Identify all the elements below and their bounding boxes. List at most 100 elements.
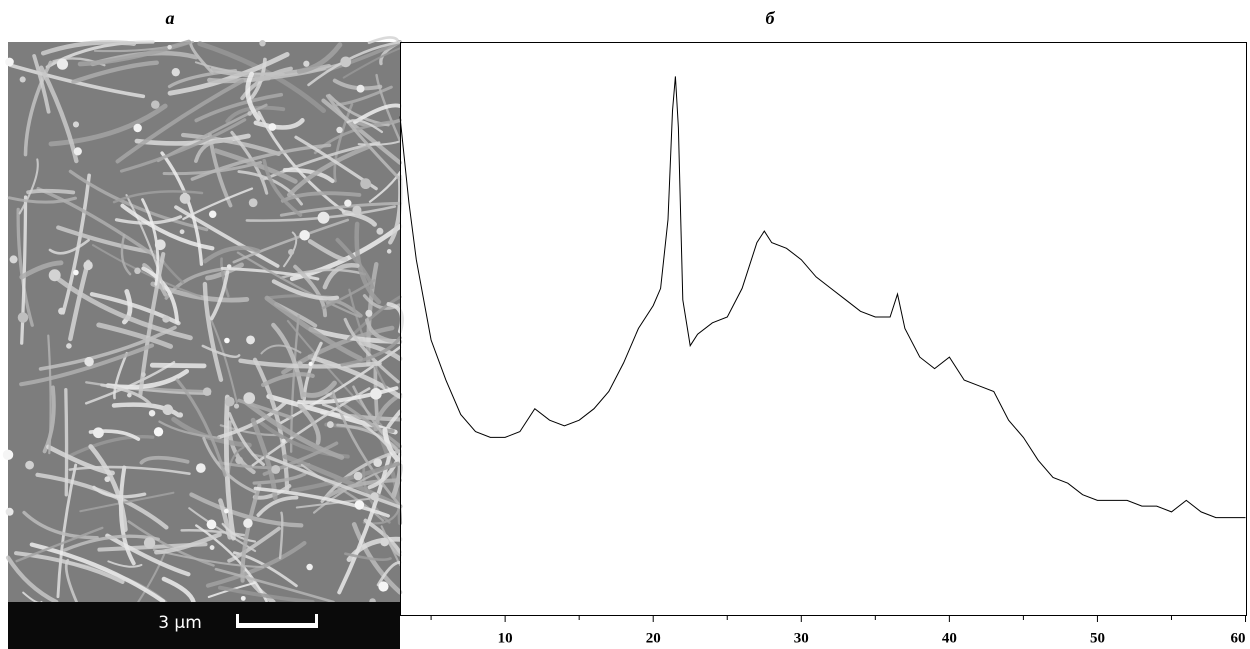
fiber [40,40,137,56]
fiber [218,498,233,540]
nodule [386,249,392,254]
fiber [175,378,227,477]
nodule [243,518,253,528]
fiber [252,357,290,492]
fiber [121,289,133,325]
fiber [321,98,403,165]
nodule [247,111,253,116]
fiber [92,485,147,499]
fiber [245,71,261,122]
fiber [227,420,256,475]
fiber [307,354,403,399]
fiber [321,278,376,310]
fiber [8,63,146,99]
nodule [202,387,212,396]
fiber [260,344,302,355]
nodule [134,267,141,275]
fiber [194,61,285,76]
fiber [45,40,155,69]
fiber [301,380,337,398]
scale-label: 3 μm [158,613,202,633]
nodule [240,595,246,601]
nodule [352,205,362,215]
fiber [88,444,128,532]
fiber [79,491,175,513]
nodule [370,492,379,501]
nodule [376,227,384,235]
fiber [47,334,52,455]
fiber [279,201,402,217]
fiber [68,435,155,458]
fiber [91,244,202,298]
fiber [180,528,246,537]
fiber [237,170,304,206]
fiber [118,465,136,566]
fiber [333,102,354,183]
fiber [271,279,340,301]
nodule [373,458,383,468]
nodule [365,309,373,317]
nodule [344,199,352,207]
fiber [341,209,377,227]
fiber [344,552,392,561]
fiber [15,526,104,563]
fiber [232,218,350,264]
nodule [167,44,172,50]
fiber [264,295,363,362]
nodule [73,269,79,276]
fiber [291,461,401,493]
plot-frame [400,42,1247,616]
fiber [201,344,241,359]
nodule [303,60,310,67]
fiber [322,478,402,501]
nodule [326,421,334,428]
nodule [177,412,184,418]
nodule [281,438,286,444]
nodule [206,519,217,530]
nodule [5,57,14,67]
fiber [48,103,168,147]
fiber [195,524,269,604]
scale-strip [8,602,400,649]
fiber [18,158,39,215]
fiber [343,317,400,384]
fiber [5,555,59,605]
fiber [293,264,328,318]
fiber [376,560,402,587]
nodule [127,392,132,398]
fiber [149,362,207,369]
nodule [360,178,372,190]
x-tick-label: 40 [942,630,957,646]
nodule [195,463,206,473]
fiber [96,322,174,349]
fiber [297,386,399,405]
fiber [237,398,294,420]
nodule [19,76,26,83]
fiber [56,463,78,599]
nodule [340,56,352,68]
nodule [353,471,363,481]
fiber [340,336,402,367]
fiber [337,454,392,595]
fiber [280,191,362,203]
fiber [248,57,267,102]
fiber [221,522,257,543]
fiber [202,245,261,264]
scale-bar-end [236,614,239,628]
fiber [48,238,90,255]
nodule [93,427,104,439]
nodule [380,537,389,547]
fiber [138,252,166,398]
fiber [243,399,345,460]
fiber [160,151,204,266]
nodule [233,403,240,409]
nodule [72,121,80,128]
fiber [161,576,196,605]
panel-label: б [766,8,776,28]
nodule [83,260,93,271]
nodule [133,123,142,133]
fiber [56,277,193,341]
nodule [148,409,156,417]
